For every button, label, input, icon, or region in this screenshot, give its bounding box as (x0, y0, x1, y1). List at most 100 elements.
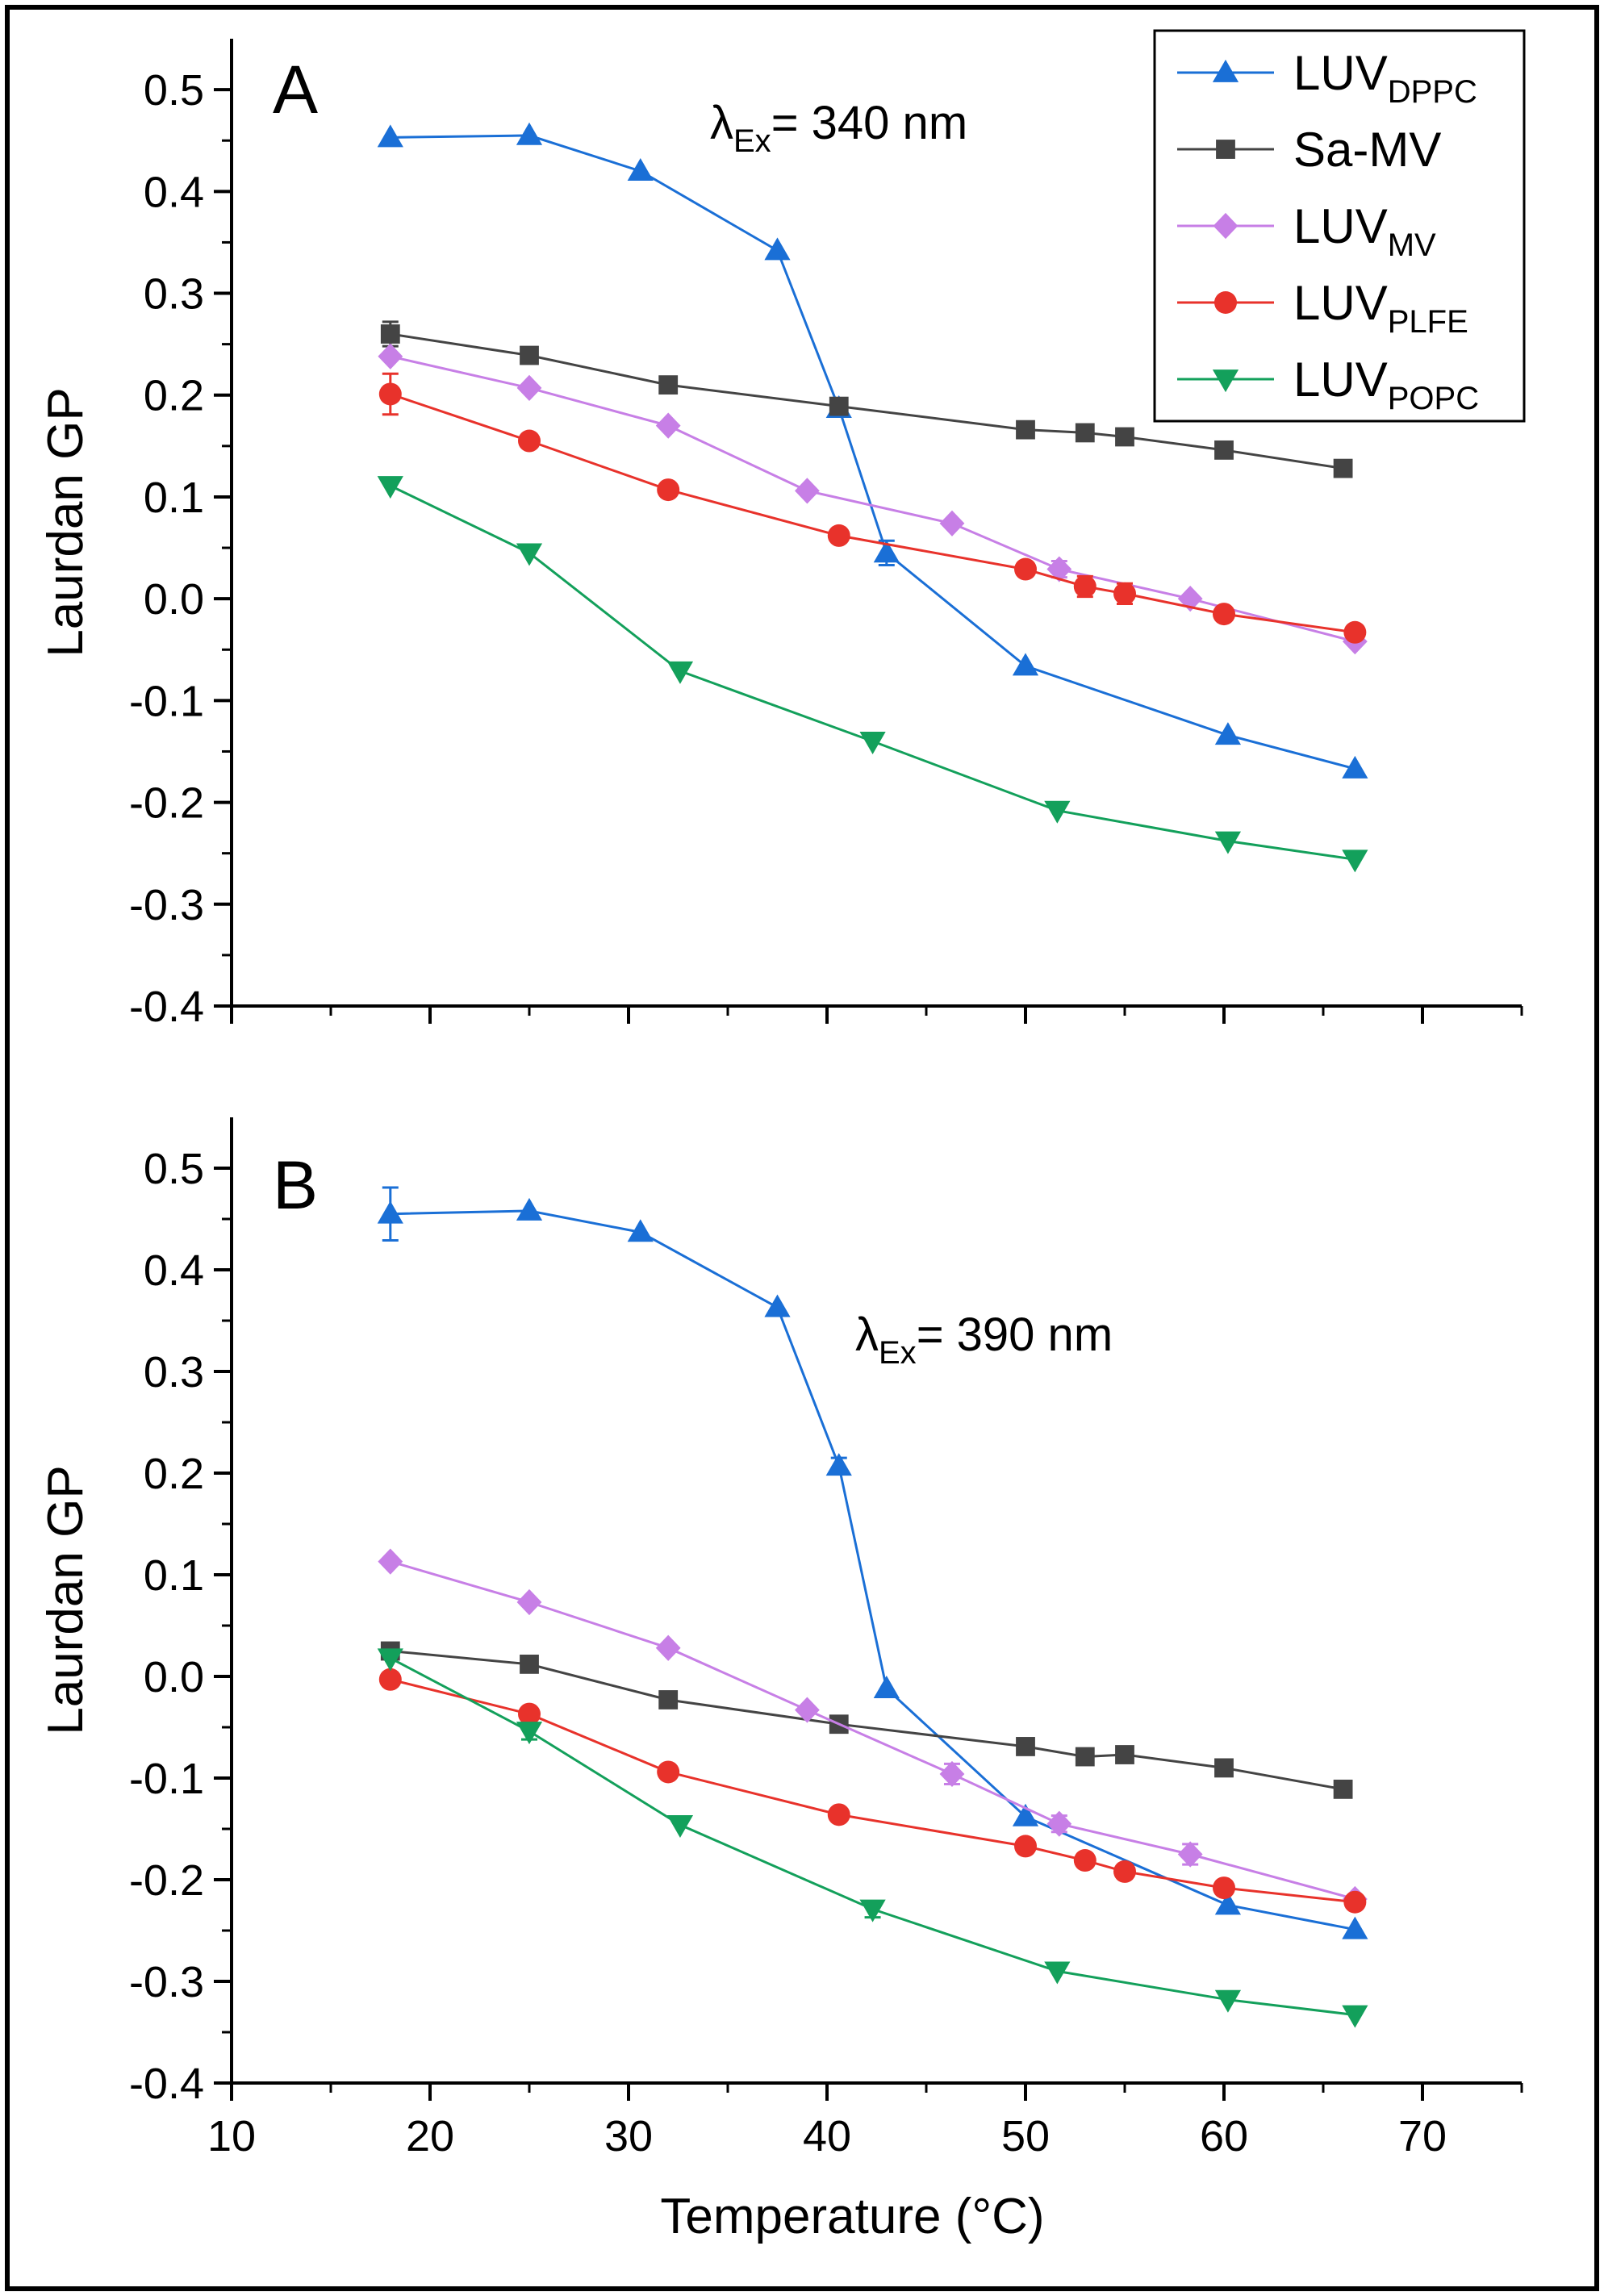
luv-dppc-point (764, 1294, 791, 1317)
panel-b-series-luv-dppc (377, 1186, 1368, 1939)
legend-marker (1212, 59, 1239, 82)
luv-mv-point (655, 1634, 681, 1661)
panel-a-y-tick-label: -0.1 (129, 677, 204, 725)
luv-plfe-point (827, 524, 850, 547)
panel-b-y-axis-title: Laurdan GP (38, 1465, 94, 1735)
luv-mv-line (390, 1560, 1355, 1901)
panel-b-x-tick-label: 70 (1398, 2112, 1447, 2160)
lambda-subscript: Ex (879, 1335, 917, 1371)
panel-b-y-tick-label: -0.4 (129, 2060, 204, 2108)
legend-label-main: LUV (1293, 276, 1388, 330)
panel-a-y-axis-title: Laurdan GP (38, 387, 94, 657)
lambda-value: = 340 nm (771, 97, 967, 149)
panel-b-x-tick-label: 60 (1200, 2112, 1248, 2160)
luv-mv-point (795, 478, 820, 504)
legend-label-main: LUV (1293, 199, 1388, 253)
luv-dppc-point (627, 157, 654, 181)
luv-popc-point (1342, 2005, 1368, 2028)
panel-b-y-tick-label: -0.3 (129, 1958, 204, 2006)
luv-dppc-point (1342, 1916, 1368, 1939)
sa-mv-point (1115, 427, 1134, 447)
panel-a-label: A (273, 52, 318, 127)
legend-label-subscript: PLFE (1388, 304, 1468, 340)
panel-a-excitation-annotation: λEx= 340 nm (710, 97, 967, 159)
luv-plfe-point (378, 1668, 402, 1691)
panel-b-x-axis-title: Temperature (°C) (660, 2189, 1044, 2244)
panel-b-excitation-annotation: λEx= 390 nm (855, 1309, 1113, 1371)
luv-dppc-point (516, 122, 543, 145)
sa-mv-point (1115, 1745, 1134, 1764)
luv-plfe-point (1343, 620, 1367, 644)
luv-plfe-point (1014, 1835, 1037, 1858)
luv-dppc-point (377, 1200, 403, 1224)
luv-mv-point (378, 1548, 403, 1575)
panel-a-y-tick-label: 0.5 (144, 66, 204, 115)
legend-entry-sa-mv: Sa-MV (1177, 123, 1441, 177)
legend-entry-luv-dppc: LUVDPPC (1177, 46, 1477, 110)
legend-label-subscript: MV (1388, 228, 1436, 263)
legend-marker (1213, 212, 1239, 240)
sa-mv-point (1016, 1737, 1035, 1756)
luv-plfe-point (378, 382, 402, 406)
sa-mv-point (1333, 1779, 1353, 1799)
sa-mv-point (1333, 458, 1353, 478)
luv-plfe-point (1213, 1876, 1235, 1900)
sa-mv-point (658, 375, 679, 395)
panel-a-y-tick-label: 0.1 (144, 474, 204, 522)
luv-dppc-point (377, 124, 403, 148)
legend-label-main: LUV (1293, 46, 1388, 100)
legend-marker (1214, 291, 1237, 314)
panel-b-y-tick-label: 0.0 (144, 1653, 204, 1701)
panel-a-y-tick-label: 0.0 (144, 575, 204, 624)
sa-mv-point (380, 324, 400, 344)
panel-a: -0.4 -0.3 -0.2 -0.1 0.0 0.1 0.2 0.3 0.4 0.5 Laurda… (38, 39, 1523, 1031)
panel-b-label: B (273, 1147, 318, 1223)
luv-dppc-point (1012, 653, 1039, 676)
luv-popc-point (666, 1815, 694, 1839)
legend-label-subscript: POPC (1388, 381, 1479, 416)
sa-mv-point (1075, 1747, 1095, 1767)
panel-a-series-luv-plfe (378, 372, 1367, 644)
panel-a-series-luv-popc (377, 476, 1368, 873)
luv-plfe-point (657, 478, 680, 502)
panel-b-y-tick-label: 0.4 (144, 1246, 204, 1295)
sa-mv-point (1214, 440, 1234, 460)
sa-mv-point (829, 396, 849, 416)
luv-dppc-point (764, 237, 791, 261)
panel-a-series-luv-mv (378, 343, 1368, 655)
legend-label: LUVPOPC (1293, 353, 1479, 416)
panel-a-y-tick-label: 0.2 (144, 372, 204, 420)
luv-popc-point (1342, 850, 1368, 873)
panel-b-x-tick-label: 10 (207, 2112, 256, 2160)
luv-dppc-point (1214, 722, 1242, 745)
legend-label-subscript: DPPC (1388, 74, 1477, 110)
sa-mv-point (520, 345, 539, 365)
luv-mv-point (1046, 1810, 1072, 1837)
panel-b-x-tick-label: 30 (604, 2112, 653, 2160)
lambda-value: = 390 nm (917, 1309, 1113, 1361)
panel-a-y-tick-label: -0.4 (129, 983, 204, 1031)
lambda-symbol: λ (855, 1309, 879, 1361)
luv-dppc-point (873, 540, 900, 563)
luv-dppc-point (1214, 1892, 1242, 1915)
panel-b-series-luv-plfe (378, 1668, 1367, 1914)
luv-plfe-point (1113, 1860, 1136, 1883)
panel-b-x-tick-label: 50 (1001, 2112, 1050, 2160)
luv-mv-point (378, 343, 403, 369)
panel-b-y-tick-label: 0.3 (144, 1348, 204, 1396)
luv-mv-point (516, 1588, 542, 1616)
luv-plfe-point (1073, 575, 1096, 599)
luv-mv-point (1177, 1841, 1203, 1868)
luv-plfe-point (518, 429, 541, 453)
panel-b: -0.4 -0.3 -0.2 -0.1 0.0 0.1 0.2 0.3 0.4 0.5 10 20 30… (38, 1117, 1523, 2244)
luv-popc-point (1044, 1961, 1071, 1985)
luv-plfe-point (518, 1702, 541, 1726)
luv-plfe-point (1073, 1849, 1096, 1872)
luv-mv-point (795, 1697, 820, 1723)
panel-b-y-tick-label: -0.1 (129, 1755, 204, 1803)
luv-mv-point (1046, 556, 1072, 582)
legend-label-main: LUV (1293, 353, 1388, 407)
panel-a-y-tick-label: -0.3 (129, 881, 204, 929)
luv-dppc-point (1012, 1803, 1039, 1826)
